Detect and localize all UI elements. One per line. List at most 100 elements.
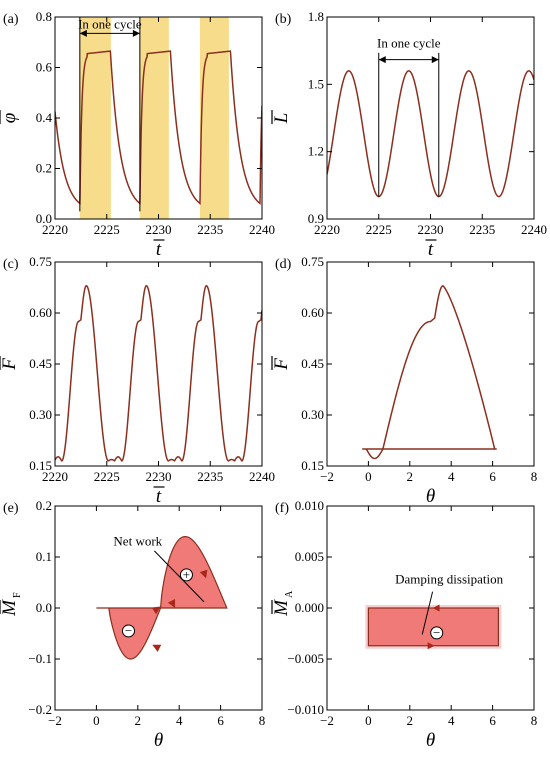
x-tick-label: 2220	[42, 222, 68, 237]
direction-arrow	[432, 604, 440, 612]
y-tick-label: 0.45	[301, 356, 324, 371]
negative-sign-circle	[121, 624, 135, 638]
y-tick-label: −0.1	[28, 651, 52, 666]
x-axis-label: t	[428, 239, 434, 260]
x-tick-label: 0	[365, 713, 372, 728]
net-work-pointer	[154, 550, 205, 603]
x-tick-label: 2	[135, 713, 142, 728]
x-tick-label: −2	[320, 469, 334, 484]
y-tick-label: 0.005	[295, 549, 324, 564]
y-tick-label: 0.15	[29, 458, 52, 473]
x-axis-label: t	[156, 239, 162, 260]
y-tick-label: −0.005	[287, 651, 324, 666]
y-axis-label: F	[0, 358, 20, 371]
y-tick-label: 0.75	[29, 254, 52, 269]
panel-d: −2 0 2 4 6 8 0.15 0.30 0.45 0.60 0.75 (d) θ F	[271, 254, 537, 507]
x-tick-label: 2235	[197, 222, 223, 237]
y-tick-label: 1.5	[308, 76, 324, 91]
positive-sign: +	[183, 567, 190, 582]
force-theta-curve	[362, 284, 497, 460]
x-tick-label: 2230	[146, 469, 172, 484]
x-tick-label: 0	[93, 713, 100, 728]
y-axis-label-group: MA	[271, 590, 295, 617]
x-axis-label: θ	[426, 730, 435, 751]
x-tick-label: −2	[48, 713, 62, 728]
panel-label: (c)	[3, 257, 19, 272]
x-tick-label: 6	[489, 713, 496, 728]
panel-label: (b)	[275, 12, 292, 27]
y-tick-label: 0.2	[36, 161, 52, 176]
y-axis-label: F	[271, 358, 292, 371]
damping-annotation: Damping dissipation	[395, 572, 503, 587]
x-axis-label: θ	[426, 486, 435, 507]
highlight-band	[199, 17, 229, 219]
x-tick-label: 6	[217, 713, 224, 728]
x-tick-label: 4	[176, 713, 183, 728]
y-axis-label-group: φ	[0, 110, 20, 124]
cycle-annotation: In one cycle	[377, 35, 441, 50]
damping-pointer	[421, 591, 434, 635]
x-tick-label: 8	[259, 713, 266, 728]
x-axis-label: t	[156, 486, 162, 507]
x-tick-label: 2225	[366, 222, 392, 237]
y-tick-label: 1.8	[308, 9, 324, 24]
x-tick-label: 8	[531, 469, 538, 484]
panel-label: (e)	[3, 501, 19, 516]
y-tick-label: 0.6	[36, 60, 53, 75]
x-tick-label: 2	[407, 469, 414, 484]
y-axis-label: M	[271, 599, 292, 617]
x-tick-label: 2	[407, 713, 414, 728]
y-tick-label: 0.60	[301, 305, 324, 320]
y-axis-label: L	[271, 113, 292, 125]
y-tick-label: 0.2	[36, 498, 52, 513]
y-axis-label-subscript: A	[284, 590, 295, 598]
panel-label: (d)	[275, 257, 292, 272]
panel-e: + − Net work −2 0 2 4 6 8 −0.2 −0.1 0.0 0.1 0.2 (e) θ MF	[0, 498, 265, 751]
x-tick-label: 2240	[249, 469, 275, 484]
x-tick-label: 2235	[197, 469, 223, 484]
y-axis-label: φ	[0, 113, 20, 124]
x-tick-label: 2240	[249, 222, 275, 237]
x-tick-label: 2230	[146, 222, 172, 237]
panel-c: 2220 2225 2230 2235 2240 0.15 0.30 0.45 0.60 0.75…	[0, 254, 275, 507]
y-tick-label: 0.30	[301, 407, 324, 422]
y-tick-label: 0.60	[29, 305, 52, 320]
y-axis-label-subscript: F	[12, 592, 23, 598]
force-curve	[55, 285, 262, 462]
cycle-arrowhead-left	[79, 29, 87, 37]
x-tick-label: 0	[365, 469, 372, 484]
panel-label: (f)	[275, 501, 289, 516]
panel-a: In one cycle 2220 2225 2230 2235 2240 0.0 0.2 0.…	[0, 9, 275, 260]
x-tick-label: 2240	[521, 222, 547, 237]
y-tick-label: 0.9	[308, 211, 324, 226]
y-tick-label: 0.75	[301, 254, 324, 269]
upper-lobe	[159, 535, 228, 609]
panel-f: − Damping dissipation −2 0 2 4 6 8 −0.010 −0.005 0…	[271, 498, 537, 751]
x-tick-label: −2	[320, 713, 334, 728]
y-tick-label: 0.010	[295, 498, 324, 513]
y-tick-label: 0.1	[36, 549, 52, 564]
y-axis-label: M	[0, 599, 20, 617]
net-work-annotation: Net work	[113, 533, 162, 548]
x-tick-label: 8	[531, 713, 538, 728]
y-tick-label: 0.000	[295, 600, 324, 615]
panel-b: In one cycle 2220 2225 2230 2235 2240 0.9 1.2 1.…	[271, 9, 547, 260]
highlight-band	[79, 17, 111, 219]
y-tick-label: 0.45	[29, 356, 52, 371]
direction-arrow	[199, 569, 208, 579]
direction-arrow	[167, 599, 176, 608]
y-tick-label: −0.2	[28, 702, 52, 717]
negative-sign: −	[433, 625, 440, 640]
x-tick-label: 2230	[418, 222, 444, 237]
plot-frame	[54, 261, 263, 467]
cycle-arrowhead-right	[431, 56, 439, 64]
cycle-annotation: In one cycle	[78, 16, 142, 31]
y-tick-label: 0.0	[36, 600, 52, 615]
x-tick-label: 2225	[94, 222, 120, 237]
phi-curve	[55, 50, 262, 205]
negative-sign: −	[125, 623, 132, 638]
x-tick-label: 2220	[314, 222, 340, 237]
x-tick-label: 4	[448, 713, 455, 728]
positive-sign-circle	[179, 568, 193, 582]
